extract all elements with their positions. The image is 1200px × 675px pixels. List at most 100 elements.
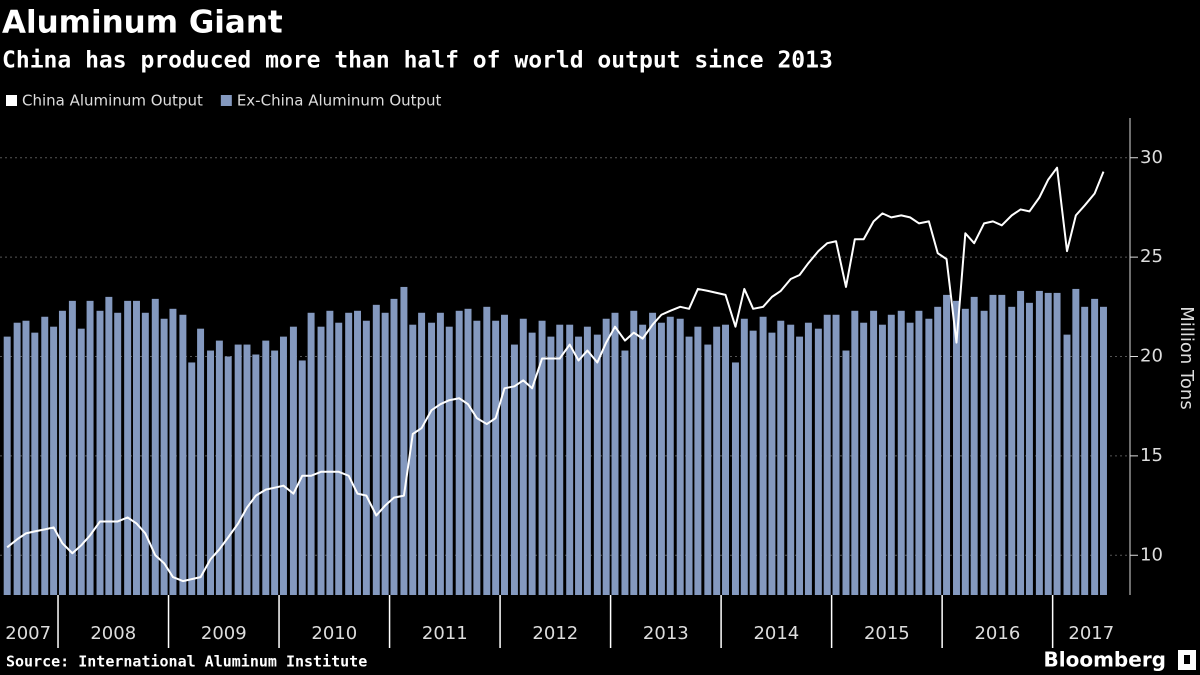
bar	[160, 318, 168, 595]
chart-subtitle: China has produced more than half of wor…	[2, 48, 833, 74]
bar	[436, 312, 444, 595]
bar	[694, 326, 702, 595]
bar	[980, 310, 988, 595]
bar	[704, 344, 712, 595]
y-tick-label: 25	[1140, 246, 1163, 267]
bar	[390, 298, 398, 595]
bar	[989, 294, 997, 595]
bar	[1099, 306, 1107, 595]
y-axis-title: Million Tons	[1176, 306, 1197, 409]
bar	[768, 332, 776, 595]
bar	[224, 356, 232, 595]
x-tick-label: 2017	[1068, 623, 1114, 644]
bar	[887, 314, 895, 595]
bar	[1063, 334, 1071, 595]
bar	[428, 322, 436, 595]
bar	[354, 310, 361, 595]
bar	[593, 334, 601, 595]
bar	[133, 300, 140, 595]
bar	[870, 310, 878, 595]
bar	[998, 294, 1006, 595]
bar	[556, 324, 564, 595]
bar	[22, 320, 30, 595]
bar	[279, 336, 287, 595]
bar	[934, 306, 942, 595]
bar	[731, 362, 739, 595]
bar	[317, 326, 325, 595]
x-tick-label: 2011	[422, 623, 468, 644]
bar	[289, 326, 297, 595]
bar	[473, 320, 481, 595]
bar	[713, 326, 721, 595]
bar	[169, 308, 177, 595]
bar	[77, 328, 85, 595]
x-tick-label: 2015	[864, 623, 910, 644]
bar	[307, 312, 315, 595]
bar	[1091, 298, 1099, 595]
bar	[50, 326, 58, 595]
bar	[381, 312, 389, 595]
bar	[1025, 302, 1033, 595]
bar	[538, 320, 546, 595]
bar	[777, 320, 785, 595]
bar	[1053, 292, 1061, 595]
bar	[58, 310, 66, 595]
brand-icon-inner	[1184, 655, 1190, 664]
bar	[602, 318, 610, 595]
bar	[528, 332, 536, 595]
bar	[1017, 290, 1025, 595]
bar	[961, 308, 969, 595]
x-tick-label: 2007	[5, 623, 51, 644]
bar	[796, 336, 804, 595]
bar	[234, 344, 242, 595]
y-tick-label: 30	[1140, 147, 1163, 168]
legend-swatch	[6, 95, 17, 106]
bar	[197, 328, 205, 595]
bar	[547, 336, 555, 595]
x-tick-label: 2014	[753, 623, 799, 644]
bar	[114, 312, 122, 595]
brand: Bloomberg	[1044, 648, 1166, 672]
bar	[455, 310, 463, 595]
bar	[897, 310, 905, 595]
bar	[649, 312, 657, 595]
bar	[31, 332, 39, 595]
bar	[823, 314, 831, 595]
bar	[335, 322, 343, 595]
bar	[326, 310, 334, 595]
bar	[400, 286, 408, 595]
bar	[3, 336, 11, 595]
legend-label: Ex-China Aluminum Output	[237, 92, 442, 110]
bar	[519, 318, 527, 595]
bar	[953, 300, 960, 595]
bar	[657, 322, 665, 595]
bar	[464, 308, 472, 595]
bar	[1035, 290, 1043, 595]
bar	[215, 340, 223, 595]
bar	[759, 316, 767, 595]
line	[6, 166, 1105, 583]
bar	[372, 304, 380, 595]
bar	[630, 310, 638, 595]
bar	[566, 324, 574, 595]
chart-title: Aluminum Giant	[2, 5, 283, 41]
x-tick-label: 2009	[201, 623, 247, 644]
bar	[1044, 292, 1052, 595]
y-tick-label: 10	[1140, 544, 1163, 565]
bar	[151, 298, 159, 595]
bar	[141, 312, 149, 595]
bar	[68, 300, 76, 595]
bar	[1072, 288, 1080, 595]
bar	[510, 344, 518, 595]
bar	[501, 314, 508, 595]
bar	[685, 336, 693, 595]
bar	[243, 344, 251, 595]
bar	[611, 312, 619, 595]
bar	[787, 324, 795, 595]
source: Source: International Aluminum Institute	[6, 653, 367, 671]
bar	[124, 300, 132, 595]
bar	[262, 340, 270, 595]
legend-label: China Aluminum Output	[22, 92, 203, 110]
bar	[832, 314, 840, 595]
